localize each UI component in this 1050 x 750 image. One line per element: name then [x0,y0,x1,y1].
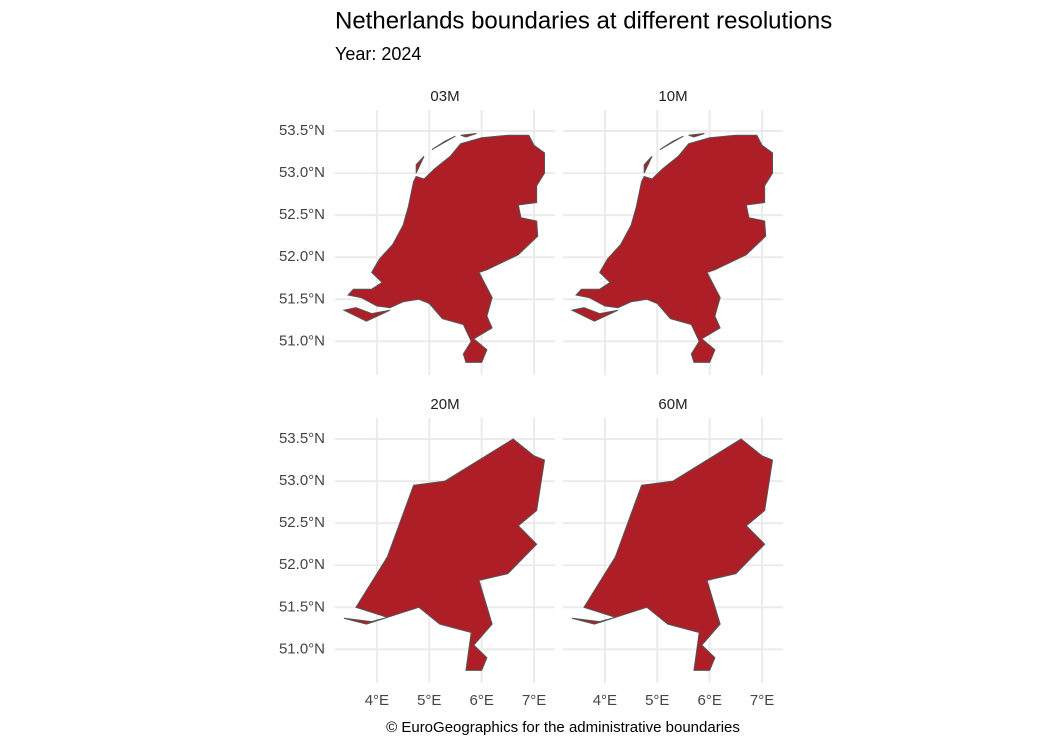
panel-label: 20M [430,396,459,413]
y-tick-label: 51.0°N [279,332,325,349]
x-tick-label: 6°E [697,692,721,709]
y-tick-label: 53.0°N [279,472,325,489]
y-tick-label: 51.0°N [279,640,325,657]
x-tick-label: 6°E [469,692,493,709]
x-tick-label: 7°E [750,692,774,709]
x-tick-label: 5°E [417,692,441,709]
y-tick-label: 53.5°N [279,122,325,139]
country-shape [572,439,773,670]
y-tick-label: 52.5°N [279,206,325,223]
x-tick-label: 7°E [522,692,546,709]
x-tick-label: 4°E [365,692,389,709]
y-tick-label: 51.5°N [279,290,325,307]
x-tick-label: 4°E [593,692,617,709]
y-tick-label: 53.5°N [279,430,325,447]
panel-label: 60M [658,396,687,413]
y-tick-label: 53.0°N [279,164,325,181]
panel-label: 10M [658,88,687,105]
caption: © EuroGeographics for the administrative… [386,719,740,736]
title: Netherlands boundaries at different reso… [335,7,832,34]
country-shape [344,439,545,670]
y-tick-label: 51.5°N [279,598,325,615]
panels: 03M 51.0°N 51.5°N 52.0°N 52.5°N 53.0°N 53.5°N 1… [279,88,783,709]
panel-label: 03M [430,88,459,105]
country-shape [572,134,773,363]
subtitle: Year: 2024 [335,44,421,64]
y-tick-label: 52.0°N [279,556,325,573]
country-shape [344,134,545,363]
x-tick-label: 5°E [645,692,669,709]
y-tick-label: 52.5°N [279,514,325,531]
y-tick-label: 52.0°N [279,248,325,265]
